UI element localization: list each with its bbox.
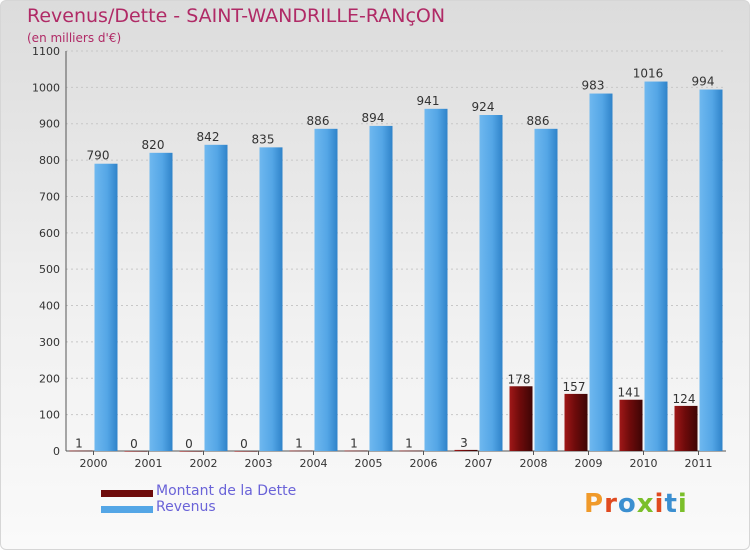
debt-value-label: 141 [618,386,641,400]
revenue-value-label: 983 [582,79,605,93]
x-tick-label: 2004 [300,457,328,470]
y-tick-label: 600 [39,227,60,240]
proxiti-logo: Proxiti [584,489,688,519]
y-tick-label: 200 [39,372,60,385]
x-tick-label: 2001 [135,457,163,470]
debt-value-label: 157 [563,380,586,394]
legend-label-debt: Montant de la Dette [156,483,297,499]
chart-subtitle: (en milliers d'€) [27,31,122,45]
debt-value-label: 178 [508,372,531,386]
debt-bar [619,399,643,451]
y-tick-label: 800 [39,154,60,167]
logo-letter: t [664,489,678,519]
debt-bar [399,450,423,452]
legend-swatch-debt [101,490,153,497]
revenue-bar [369,125,393,451]
logo-letter: o [617,489,637,519]
x-tick-label: 2003 [245,457,273,470]
x-tick-label: 2002 [190,457,218,470]
y-tick-label: 100 [39,409,60,422]
debt-value-label: 1 [75,437,83,451]
x-tick-label: 2006 [410,457,438,470]
x-tick-label: 2007 [465,457,493,470]
revenue-bar [314,128,338,451]
debt-bar [124,451,148,452]
debt-bar [69,450,93,452]
revenue-value-label: 842 [197,130,220,144]
revenue-bar [589,93,613,451]
y-tick-label: 900 [39,118,60,131]
debt-bar [289,450,313,452]
legend-label-revenue: Revenus [156,499,216,515]
x-tick-label: 2000 [80,457,108,470]
y-tick-label: 300 [39,336,60,349]
revenue-bar [479,115,503,451]
legend-swatch-revenue [101,506,153,513]
debt-bar [564,393,588,451]
x-tick-label: 2005 [355,457,383,470]
revenue-bar [259,147,283,451]
revenue-bar [644,81,668,451]
logo-letter: i [654,489,665,519]
debt-bar [509,386,533,451]
x-tick-label: 2008 [520,457,548,470]
debt-bar [344,450,368,452]
revenue-value-label: 790 [87,149,110,163]
revenue-value-label: 886 [527,114,550,128]
revenue-value-label: 1016 [633,67,664,81]
debt-value-label: 0 [240,437,248,451]
debt-bar [234,451,258,452]
debt-bar [454,449,478,451]
revenue-value-label: 994 [692,75,715,89]
debt-bar [179,451,203,452]
logo-letter: x [636,489,655,519]
y-tick-label: 1100 [32,45,60,58]
revenue-bar [534,128,558,451]
revenue-bar [699,89,723,451]
revenue-value-label: 924 [472,100,495,114]
revenue-bar [424,108,448,452]
chart-title: Revenus/Dette - SAINT-WANDRILLE-RANçON [27,5,446,27]
logo-letter: i [677,489,688,519]
debt-value-label: 0 [185,437,193,451]
revenue-bar [149,152,173,451]
y-tick-label: 500 [39,263,60,276]
debt-value-label: 1 [350,437,358,451]
logo-letter: P [584,489,605,519]
revenue-bar [94,163,118,451]
y-tick-label: 0 [53,445,60,458]
debt-value-label: 1 [405,437,413,451]
debt-value-label: 3 [460,436,468,450]
revenue-value-label: 941 [417,94,440,108]
y-tick-label: 700 [39,190,60,203]
y-tick-label: 400 [39,300,60,313]
revenue-value-label: 894 [362,111,385,125]
debt-bar [674,405,698,451]
x-tick-label: 2011 [685,457,713,470]
revenue-value-label: 820 [142,138,165,152]
y-tick-label: 1000 [32,81,60,94]
x-tick-label: 2010 [630,457,658,470]
debt-value-label: 124 [673,392,696,406]
x-tick-label: 2009 [575,457,603,470]
logo-letter: r [604,489,618,519]
revenue-bar [204,144,228,451]
revenue-value-label: 835 [252,132,275,146]
debt-value-label: 1 [295,437,303,451]
revenue-value-label: 886 [307,114,330,128]
debt-value-label: 0 [130,437,138,451]
